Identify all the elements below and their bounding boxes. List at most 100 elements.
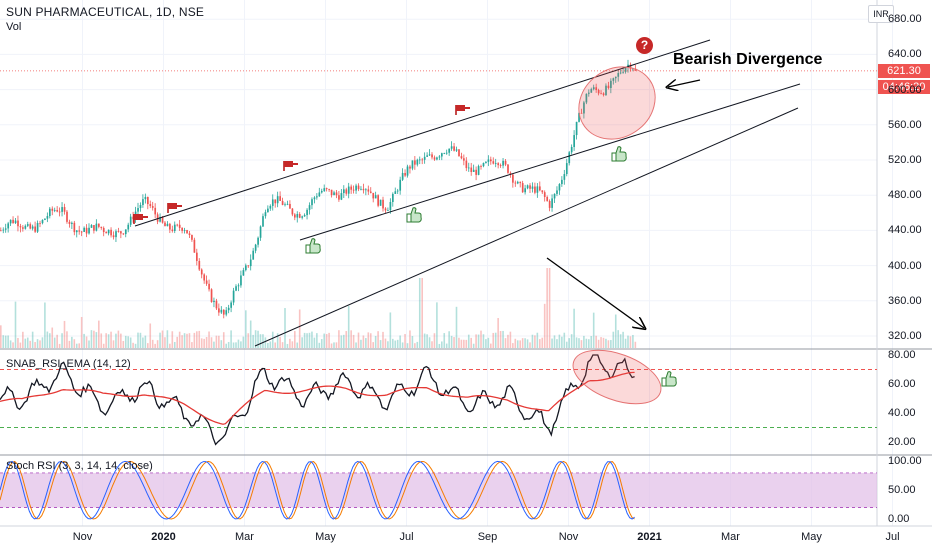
- volume-bar: [254, 330, 257, 348]
- candle-body: [497, 163, 500, 166]
- candle-body: [475, 169, 477, 175]
- candle-body: [619, 72, 622, 74]
- candle-body: [117, 231, 120, 232]
- candle-body: [73, 222, 76, 233]
- price-tick-label: 440.00: [888, 224, 922, 237]
- volume-bar: [149, 323, 152, 348]
- flag-icon: [134, 214, 143, 220]
- volume-bar: [494, 332, 497, 348]
- candle-body: [406, 166, 409, 176]
- volume-bar: [414, 343, 416, 348]
- volume-bar: [372, 342, 374, 348]
- volume-bar: [539, 339, 541, 348]
- rsi-indicator-label[interactable]: SNAB_RSI_EMA (14, 12): [6, 358, 131, 370]
- candle-body: [502, 160, 504, 166]
- candle-body: [531, 186, 534, 189]
- candle-body: [183, 230, 186, 231]
- candle-body: [176, 224, 179, 226]
- thumbs-up-icon: [661, 377, 667, 387]
- volume-bar: [61, 333, 63, 348]
- divergence-highlight: [578, 66, 656, 140]
- candle-body: [191, 235, 193, 240]
- currency-button[interactable]: INR: [868, 5, 894, 23]
- volume-bar: [416, 341, 419, 348]
- volume-bar: [71, 336, 73, 348]
- candle-body: [600, 93, 602, 95]
- candle-body: [93, 225, 95, 231]
- volume-bar: [445, 343, 448, 348]
- candle-body: [95, 223, 98, 231]
- volume-bar: [240, 341, 242, 348]
- volume-bar: [480, 330, 482, 348]
- stoch-rsi-pane[interactable]: [0, 460, 877, 520]
- stoch-indicator-label[interactable]: Stoch RSI (3, 3, 14, 14, close): [6, 460, 153, 472]
- volume-bar: [568, 338, 570, 348]
- volume-bar: [438, 343, 441, 348]
- volume-bar: [333, 342, 335, 348]
- chart-title: SUN PHARMACEUTICAL, 1D, NSE: [6, 5, 205, 19]
- volume-bar: [394, 340, 397, 348]
- volume-bar: [583, 335, 585, 348]
- volume-bar: [617, 330, 619, 348]
- rsi-ema-line: [0, 371, 635, 425]
- candle-body: [205, 280, 208, 284]
- candle-body: [75, 230, 78, 233]
- candle-body: [382, 199, 384, 209]
- volume-bar: [575, 337, 578, 348]
- candle-body: [112, 235, 115, 238]
- volume-bar: [490, 343, 492, 348]
- volume-bar: [95, 332, 98, 348]
- candle-body: [634, 68, 637, 71]
- candle-body: [536, 186, 539, 193]
- volume-bar: [9, 340, 12, 348]
- rsi-pane[interactable]: [0, 354, 877, 446]
- volume-bar: [173, 341, 176, 348]
- volume-bar: [357, 332, 360, 348]
- candle-body: [178, 224, 181, 228]
- volume-bar: [296, 342, 299, 348]
- volume-bar: [137, 332, 139, 348]
- volume-bar: [85, 336, 88, 348]
- candle-body: [585, 93, 588, 103]
- rsi-tick-label: 20.00: [888, 436, 916, 448]
- volume-bar: [58, 343, 61, 348]
- volume-bar: [396, 339, 399, 348]
- candle-body: [428, 154, 431, 156]
- candle-body: [477, 166, 480, 175]
- volume-bar: [485, 339, 487, 348]
- volume-bar: [225, 343, 227, 348]
- candle-body: [2, 229, 5, 231]
- candle-body: [164, 222, 166, 227]
- candle-body: [147, 196, 149, 205]
- candle-body: [401, 172, 404, 180]
- candle-body: [453, 146, 455, 151]
- stoch-band: [0, 472, 877, 508]
- time-tick-label: Nov: [72, 531, 93, 543]
- trend-drawings: [133, 39, 801, 405]
- volume-bar: [524, 338, 526, 348]
- volume-bar: [200, 338, 203, 348]
- volume-bar: [377, 331, 379, 348]
- candle-body: [443, 153, 446, 154]
- volume-bar: [607, 340, 610, 348]
- candle-body: [519, 181, 522, 184]
- volume-bar: [107, 334, 110, 348]
- volume-bar: [142, 337, 144, 348]
- candle-body: [257, 237, 259, 245]
- volume-bar: [512, 343, 514, 348]
- volume-bar: [614, 314, 617, 348]
- candle-body: [208, 283, 210, 290]
- volume-bar: [463, 339, 465, 348]
- stoch-tick-label: 0.00: [888, 513, 910, 525]
- volume-bar: [409, 330, 411, 348]
- candlestick-series[interactable]: [0, 59, 877, 319]
- candle-body: [394, 191, 397, 194]
- volume-bar: [156, 340, 159, 348]
- candle-body: [120, 231, 122, 234]
- volume-bar: [196, 331, 198, 348]
- candle-body: [132, 216, 134, 220]
- rsi-tick-label: 40.00: [888, 407, 916, 419]
- flag-icon: [293, 163, 298, 165]
- candle-body: [436, 157, 438, 160]
